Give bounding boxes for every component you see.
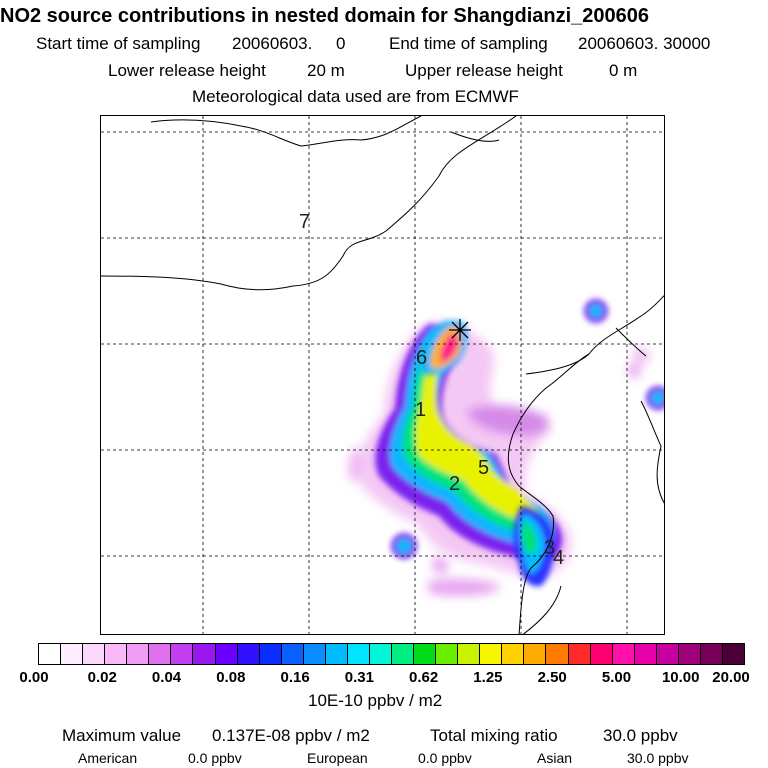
colorbar-tick-label: 0.02 bbox=[87, 669, 117, 686]
upper-height-label: Upper release height bbox=[405, 61, 563, 80]
colorbar-swatch bbox=[105, 644, 128, 664]
end-time-value: 20060603. 30000 bbox=[578, 34, 711, 53]
european-value: 0.0 ppbv bbox=[418, 750, 472, 766]
colorbar-tick-label: 5.00 bbox=[601, 669, 632, 686]
plot-title: NO2 source contributions in nested domai… bbox=[0, 5, 650, 27]
colorbar-swatch bbox=[480, 644, 503, 664]
colorbar-swatch bbox=[215, 644, 238, 664]
map-canvas: 7 6 1 5 2 3 4 bbox=[101, 116, 664, 634]
colorbar-swatch bbox=[458, 644, 481, 664]
upper-height-value: 0 m bbox=[609, 61, 638, 80]
colorbar-swatch bbox=[524, 644, 547, 664]
region-label-6: 6 bbox=[416, 347, 427, 369]
colorbar-swatch bbox=[590, 644, 613, 664]
concentration-plume bbox=[348, 299, 664, 596]
colorbar-tick-label: 20.00 bbox=[712, 669, 750, 686]
region-label-2: 2 bbox=[449, 473, 460, 495]
colorbar-swatch bbox=[347, 644, 370, 664]
colorbar-tick-label: 1.25 bbox=[473, 669, 503, 686]
colorbar-tick-label: 2.50 bbox=[537, 669, 567, 686]
colorbar-swatch bbox=[369, 644, 392, 664]
american-label: American bbox=[78, 750, 138, 766]
colorbar-swatch bbox=[149, 644, 172, 664]
colorbar-swatch bbox=[127, 644, 150, 664]
region-label-5: 5 bbox=[478, 457, 489, 479]
colorbar-swatch bbox=[678, 644, 701, 664]
map-boundaries bbox=[101, 116, 664, 634]
colorbar-swatch bbox=[392, 644, 415, 664]
colorbar-tick-label: 0.04 bbox=[151, 669, 182, 686]
colorbar-swatch bbox=[414, 644, 437, 664]
colorbar-swatch bbox=[634, 644, 657, 664]
start-time-label: Start time of sampling bbox=[36, 34, 201, 53]
region-labels: 7 6 1 5 2 3 4 bbox=[299, 211, 564, 569]
start-time-value: 20060603. 0 bbox=[232, 34, 346, 53]
max-value-label: Maximum value bbox=[62, 726, 182, 745]
region-label-4: 4 bbox=[553, 547, 564, 569]
colorbar-swatch bbox=[502, 644, 525, 664]
star-icon bbox=[449, 319, 471, 341]
colorbar-units: 10E-10 ppbv / m2 bbox=[308, 691, 443, 710]
colorbar-swatch bbox=[700, 644, 723, 664]
colorbar-swatch bbox=[83, 644, 106, 664]
max-value: 0.137E-08 ppbv / m2 bbox=[212, 726, 370, 745]
colorbar-swatch bbox=[237, 644, 260, 664]
colorbar-swatch bbox=[568, 644, 591, 664]
total-mixing-value: 30.0 ppbv bbox=[603, 726, 678, 745]
colorbar-swatch bbox=[722, 644, 744, 664]
colorbar-swatch bbox=[546, 644, 569, 664]
colorbar-swatch bbox=[325, 644, 348, 664]
colorbar-swatch bbox=[303, 644, 326, 664]
colorbar bbox=[38, 643, 745, 665]
region-label-3: 3 bbox=[544, 537, 555, 559]
lower-height-label: Lower release height bbox=[108, 61, 266, 80]
colorbar-tick-label: 0.62 bbox=[409, 669, 439, 686]
colorbar-tick-label: 0.31 bbox=[344, 669, 374, 686]
colorbar-tick-label: 0.16 bbox=[280, 669, 310, 686]
total-mixing-label: Total mixing ratio bbox=[430, 726, 558, 745]
colorbar-swatch bbox=[281, 644, 304, 664]
colorbar-swatch bbox=[259, 644, 282, 664]
asian-label: Asian bbox=[537, 750, 573, 766]
map-panel: 7 6 1 5 2 3 4 bbox=[100, 115, 665, 635]
met-data-note: Meteorological data used are from ECMWF bbox=[192, 87, 519, 106]
colorbar-tick-label: 0.08 bbox=[216, 669, 246, 686]
colorbar-swatch bbox=[61, 644, 84, 664]
colorbar-tick-label: 0.00 bbox=[19, 669, 49, 686]
colorbar-swatch bbox=[193, 644, 216, 664]
region-label-7: 7 bbox=[299, 211, 310, 233]
colorbar-swatch bbox=[612, 644, 635, 664]
colorbar-tick-label: 10.00 bbox=[661, 669, 700, 686]
asian-value: 30.0 ppbv bbox=[627, 750, 689, 766]
region-label-1: 1 bbox=[415, 399, 426, 421]
lat-lon-grid bbox=[101, 116, 664, 634]
colorbar-swatch bbox=[656, 644, 679, 664]
european-label: European bbox=[307, 750, 368, 766]
colorbar-swatch bbox=[39, 644, 62, 664]
colorbar-swatch bbox=[436, 644, 459, 664]
lower-height-value: 20 m bbox=[307, 61, 345, 80]
american-value: 0.0 ppbv bbox=[188, 750, 242, 766]
colorbar-swatch bbox=[171, 644, 194, 664]
end-time-label: End time of sampling bbox=[389, 34, 548, 53]
